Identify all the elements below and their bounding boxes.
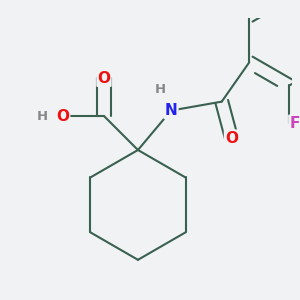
- Text: H: H: [37, 110, 48, 122]
- Text: H: H: [155, 83, 166, 97]
- Text: F: F: [290, 116, 300, 131]
- Text: O: O: [57, 109, 70, 124]
- Text: N: N: [165, 103, 177, 118]
- Text: O: O: [225, 130, 238, 146]
- Text: O: O: [98, 71, 110, 86]
